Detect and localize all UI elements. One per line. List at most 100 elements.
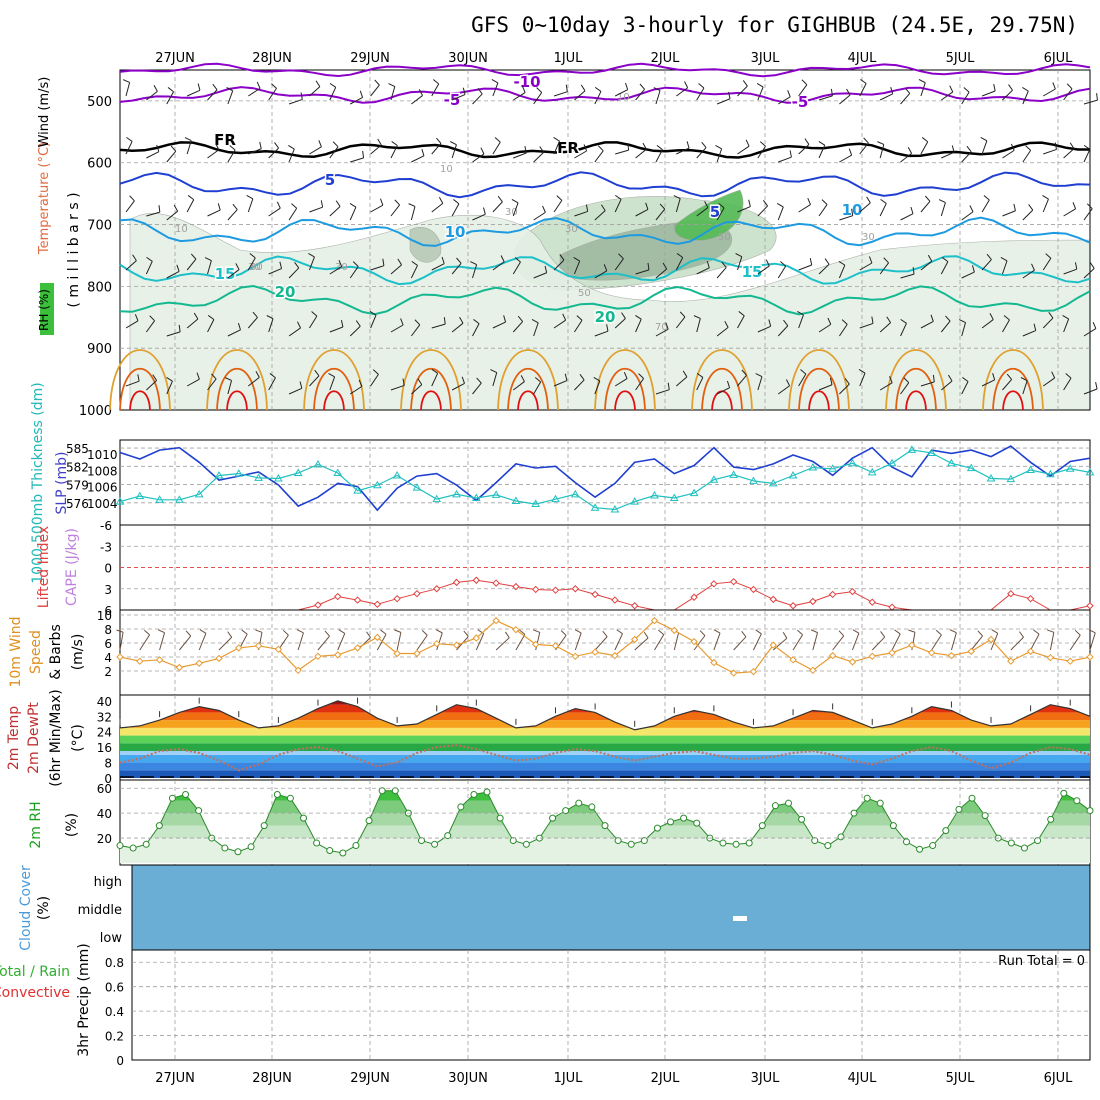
wind-barb: [431, 368, 439, 387]
ylabel-millibars: ( m i l l i b a r s ): [66, 192, 82, 307]
rh-point: [195, 807, 203, 815]
bottom-date-label: 4JUL: [848, 1071, 878, 1086]
barb-staff: [920, 82, 926, 97]
wind10m-point: [828, 651, 837, 660]
lifted-point: [551, 586, 560, 594]
barb-flag: [991, 629, 999, 634]
wind-barb: [1063, 202, 1077, 217]
barb-staff: [798, 144, 810, 155]
barb-flag: [886, 316, 891, 323]
temp-tick: 0: [104, 772, 112, 786]
rh-point: [326, 847, 334, 855]
wind10m-point: [175, 663, 184, 672]
ylabel-temperature: Temperature (°C): [37, 142, 52, 255]
barb-flag: [511, 199, 519, 204]
thickness-point: [729, 470, 739, 478]
wind-barb: [349, 90, 364, 105]
barb-flag: [756, 82, 764, 88]
wind10m-point: [215, 654, 223, 663]
precip-tick: 0.2: [105, 1030, 124, 1044]
barb-staff: [574, 379, 585, 391]
barb-flag: [783, 319, 789, 327]
lifted-point: [393, 594, 401, 603]
barb-staff: [1022, 269, 1035, 279]
barb-staff: [839, 383, 850, 395]
wind10m-point: [1066, 657, 1074, 665]
thickness-tick: 579: [66, 479, 89, 493]
barb-flag: [504, 631, 510, 639]
barb-flag: [1033, 323, 1037, 331]
rh-contour-label: 30: [565, 224, 578, 235]
barb-flag: [776, 202, 784, 208]
wind-barb: [553, 254, 565, 271]
wind-barb: [757, 141, 766, 159]
barb-flag: [1028, 204, 1034, 211]
temp-band: [120, 727, 1090, 736]
wind10m-point: [650, 616, 659, 625]
wind-barb: [940, 374, 953, 391]
wind-barb: [696, 372, 704, 391]
barb-flag: [635, 314, 642, 320]
wind10m-point: [155, 656, 164, 664]
barb-flag: [576, 315, 583, 321]
lifted-point: [630, 602, 639, 610]
barb-staff: [309, 315, 318, 329]
barb-flag: [459, 316, 464, 324]
barb-flag: [718, 203, 725, 209]
barb-staff: [931, 634, 942, 651]
barb-flag: [860, 79, 867, 84]
barb-flag: [335, 200, 341, 207]
barb-staff: [981, 379, 995, 387]
cloud-marker: [733, 916, 747, 921]
wind-barb: [227, 263, 240, 279]
wind-barb: [531, 319, 539, 337]
barb-staff: [431, 373, 439, 387]
barb-staff: [839, 94, 851, 105]
lifted-point: [373, 600, 382, 609]
wind-barb: [288, 262, 300, 279]
wind-barb: [693, 315, 701, 333]
barb-staff: [950, 632, 957, 651]
barb-staff: [900, 213, 914, 221]
barb-flag: [435, 629, 443, 634]
wind-barb: [248, 81, 261, 97]
barb-flag: [126, 136, 133, 142]
wind-barb: [512, 375, 525, 391]
lifted-point: [1026, 594, 1035, 603]
wind-barb: [879, 257, 889, 275]
wind10m-barb: [990, 629, 999, 651]
wind-barb: [574, 315, 583, 333]
barb-flag: [190, 253, 197, 260]
lifted-tick: 3: [104, 583, 112, 597]
wind10m-barb: [891, 629, 901, 651]
thickness-point: [293, 468, 303, 477]
wind10m-barb: [435, 629, 443, 651]
barb-staff: [839, 154, 852, 163]
cloud-level-label: low: [100, 931, 123, 946]
barb-flag: [391, 141, 398, 146]
barb-staff: [818, 263, 830, 275]
barb-staff: [492, 321, 506, 329]
barb-staff: [1042, 377, 1055, 387]
barb-flag: [559, 254, 565, 261]
barb-staff: [186, 89, 201, 97]
wind-barb: [961, 87, 970, 105]
barb-flag: [810, 629, 818, 634]
wind10m-point: [452, 641, 461, 649]
wind10m-point: [749, 667, 758, 676]
barb-staff: [594, 91, 602, 105]
pressure-tick: 600: [87, 157, 112, 172]
wind-barb: [941, 145, 955, 159]
barb-flag: [735, 253, 743, 258]
barb-flag: [564, 373, 568, 381]
wind-barb: [593, 376, 601, 395]
dewpt-line: [119, 744, 1091, 772]
barb-staff: [879, 93, 893, 101]
barb-staff: [574, 632, 582, 651]
barb-flag: [524, 146, 527, 154]
top-date-label: 27JUN: [155, 51, 195, 66]
wind-barb: [533, 87, 543, 105]
contour-20: [119, 284, 1091, 316]
contour-label: 5: [325, 171, 335, 189]
barb-staff: [431, 83, 440, 97]
